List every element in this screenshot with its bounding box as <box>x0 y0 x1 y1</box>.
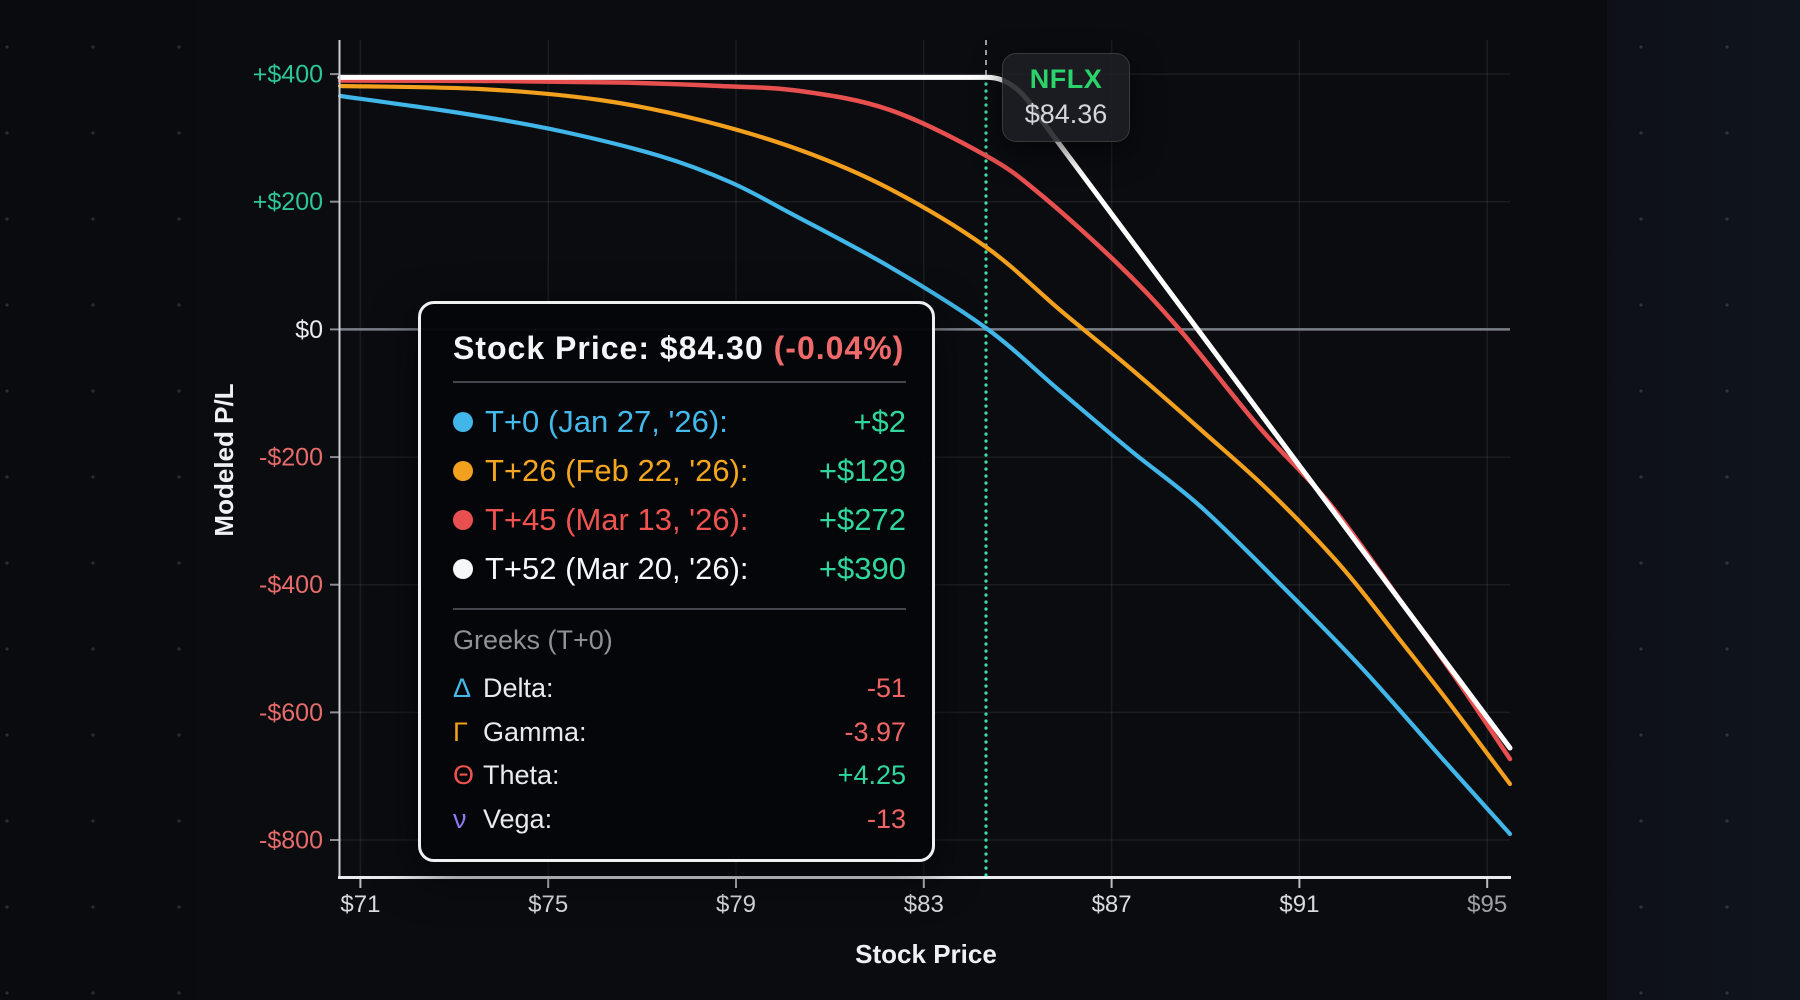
svg-text:Stock Price: Stock Price <box>855 939 997 969</box>
svg-text:-$200: -$200 <box>259 444 323 472</box>
svg-text:-$800: -$800 <box>259 827 323 855</box>
svg-text:Modeled P/L: Modeled P/L <box>209 383 239 536</box>
svg-text:-$400: -$400 <box>259 571 323 599</box>
svg-text:-$600: -$600 <box>259 699 323 727</box>
svg-text:$83: $83 <box>904 891 944 918</box>
svg-text:$71: $71 <box>340 891 380 918</box>
svg-text:$95: $95 <box>1467 891 1507 918</box>
svg-text:$91: $91 <box>1279 891 1319 918</box>
svg-text:$87: $87 <box>1092 891 1132 918</box>
svg-text:$0: $0 <box>295 316 323 344</box>
svg-text:+$400: +$400 <box>253 61 323 89</box>
svg-text:$75: $75 <box>528 891 568 918</box>
svg-text:$79: $79 <box>716 891 756 918</box>
svg-text:+$200: +$200 <box>253 188 323 216</box>
